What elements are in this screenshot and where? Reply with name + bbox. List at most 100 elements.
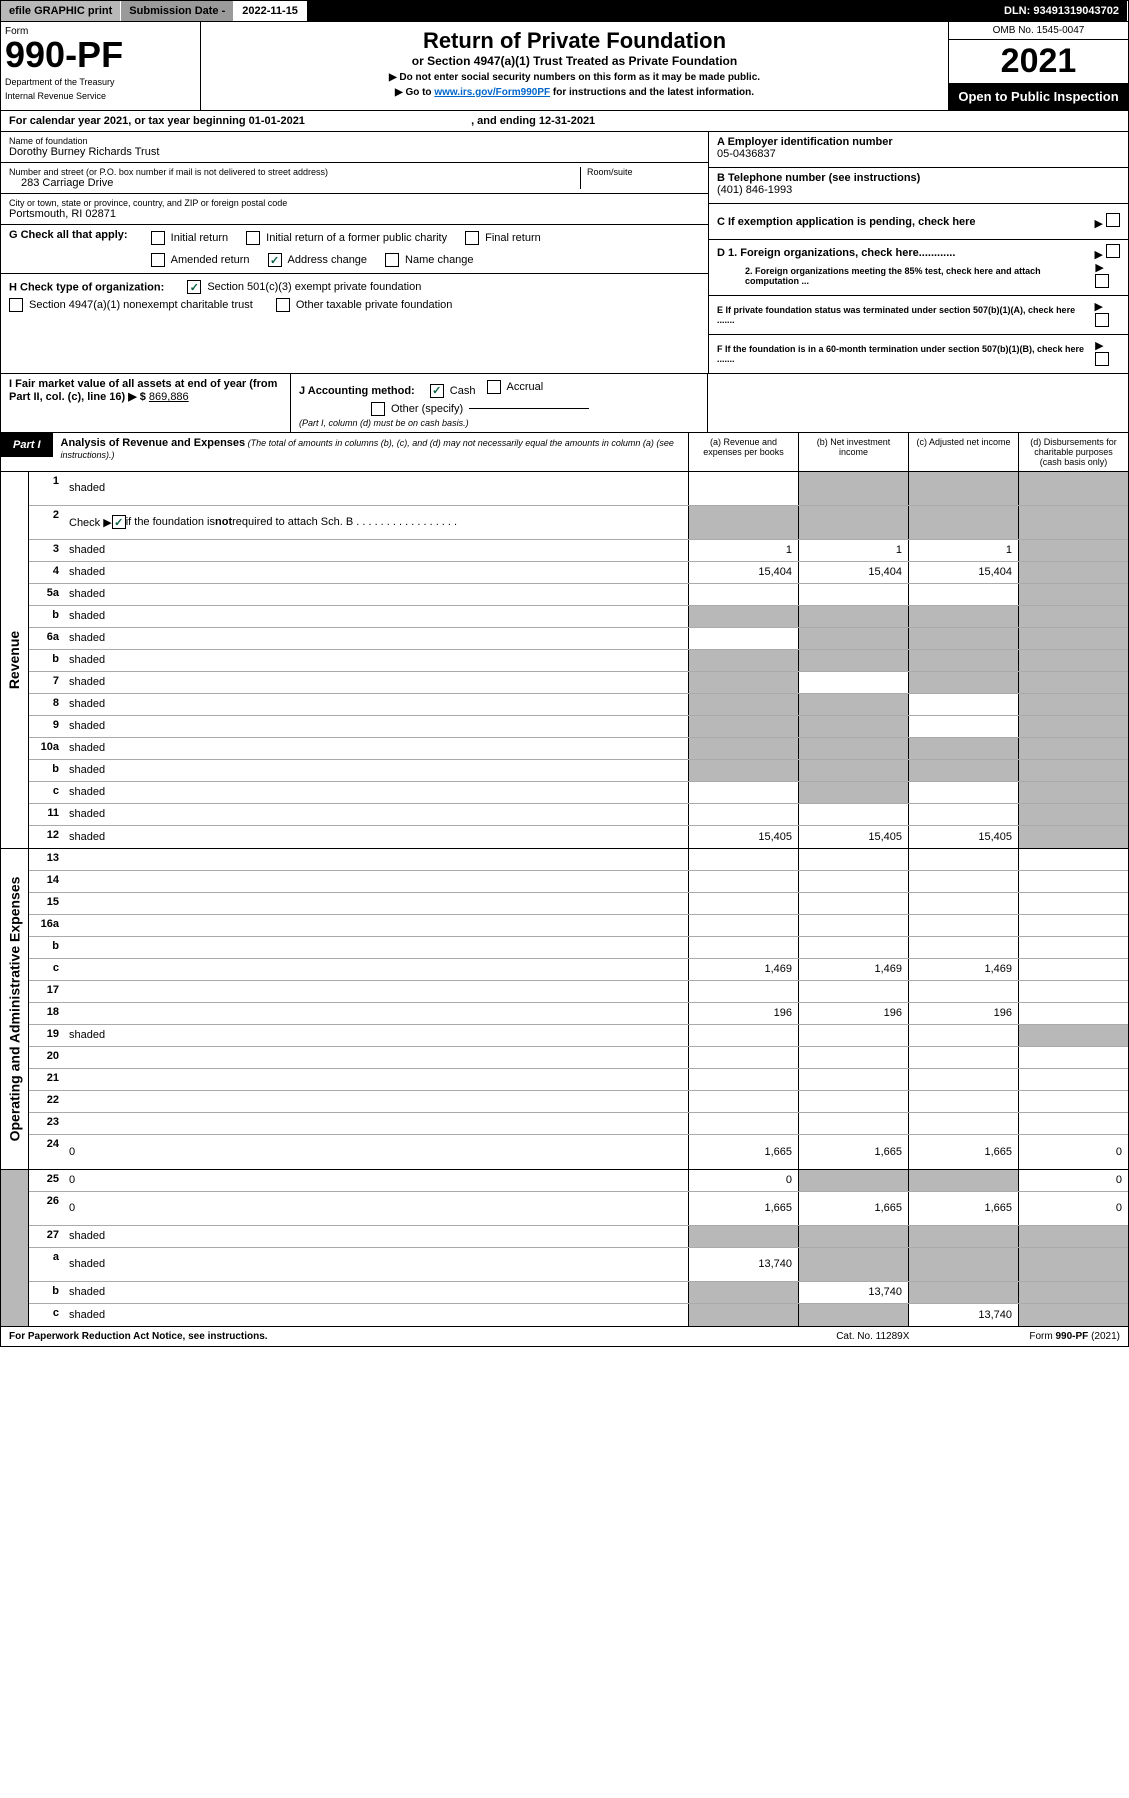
expenses-body: 13141516abc1,4691,4691,46917181961961961… [29,849,1128,1169]
cell-d [1018,1003,1128,1024]
cell-b [798,472,908,505]
cell-c [908,893,1018,914]
cell-d [1018,804,1128,825]
cb-accrual[interactable]: Accrual [487,378,544,396]
cell-c [908,1248,1018,1281]
cb-initial-return[interactable]: Initial return [151,229,228,247]
table-row: 3shaded111 [29,540,1128,562]
cb-other-method[interactable]: Other (specify) [371,400,699,418]
footer-form: Form 990-PF (2021) [1029,1331,1120,1342]
cb-501c3[interactable]: Section 501(c)(3) exempt private foundat… [187,278,421,296]
form-number: 990-PF [5,37,196,73]
row-description: 0 [65,1135,688,1169]
cb-4947a1[interactable]: Section 4947(a)(1) nonexempt charitable … [9,296,253,314]
table-row: bshaded13,740 [29,1282,1128,1304]
row-number: 8 [29,694,65,715]
row-description: shaded [65,606,688,627]
row-number: 11 [29,804,65,825]
cell-c [908,584,1018,605]
cell-b [798,606,908,627]
cb-address-change[interactable]: Address change [268,251,368,269]
row-description [65,1003,688,1024]
cell-a [688,650,798,671]
d2-check[interactable]: ▶ [1095,261,1120,291]
h-label: H Check type of organization: [9,282,164,294]
cell-a [688,893,798,914]
cell-d [1018,472,1128,505]
revenue-section: Revenue 1shaded2Check ▶ if the foundatio… [0,472,1129,849]
row-number: 2 [29,506,65,539]
cell-a: 13,740 [688,1248,798,1281]
cell-a [688,782,798,803]
cell-d [1018,1091,1128,1112]
table-row: 19shaded [29,1025,1128,1047]
cell-b [798,782,908,803]
g-opt-5: Name change [405,254,474,266]
cell-c [908,694,1018,715]
cell-c: 1,665 [908,1192,1018,1225]
cell-b [798,1170,908,1191]
table-row: 9shaded [29,716,1128,738]
part1-tag: Part I [1,433,53,457]
row-description: shaded [65,1282,688,1303]
cell-d [1018,738,1128,759]
part1-title-text: Analysis of Revenue and Expenses [61,437,246,449]
cell-c: 1,469 [908,959,1018,980]
g-opt-0: Initial return [171,232,228,244]
cb-amended-return[interactable]: Amended return [151,251,250,269]
g-opt-4: Address change [288,254,368,266]
form-link[interactable]: www.irs.gov/Form990PF [434,87,550,98]
cell-d: 0 [1018,1135,1128,1169]
cell-d [1018,915,1128,936]
table-row: 27shaded [29,1226,1128,1248]
row-number: b [29,760,65,781]
table-row: 12shaded15,40515,40515,405 [29,826,1128,848]
cell-b [798,650,908,671]
cell-d [1018,959,1128,980]
table-row: bshaded [29,650,1128,672]
fmv-value: 869,886 [149,391,189,403]
e-check[interactable]: ▶ [1095,300,1120,330]
cb-name-change[interactable]: Name change [385,251,474,269]
cell-d [1018,1069,1128,1090]
cell-c [908,760,1018,781]
goto-note: ▶ Go to www.irs.gov/Form990PF for instru… [207,87,942,98]
row-description [65,893,688,914]
city-state-zip: Portsmouth, RI 02871 [9,208,700,220]
c-check[interactable]: ▶ [1094,213,1120,230]
cell-c [908,506,1018,539]
entity-info: Name of foundation Dorothy Burney Richar… [0,132,1129,374]
cell-a [688,716,798,737]
j-opt-0: Cash [450,385,476,397]
header-right: OMB No. 1545-0047 2021 Open to Public In… [948,22,1128,110]
city-cell: City or town, state or province, country… [1,194,708,225]
row-number: 27 [29,1226,65,1247]
d1-check[interactable]: ▶ [1094,244,1120,261]
cb-cash[interactable]: Cash [430,382,476,400]
f-check[interactable]: ▶ [1095,339,1120,369]
table-row: 6ashaded [29,628,1128,650]
i-label: I Fair market value of all assets at end… [9,378,277,403]
row-description: shaded [65,672,688,693]
footer-form-num: 990-PF [1056,1331,1089,1342]
goto-post: for instructions and the latest informat… [550,87,754,98]
cell-c: 13,740 [908,1304,1018,1326]
table-row: 15 [29,893,1128,915]
cb-final-return[interactable]: Final return [465,229,541,247]
cell-c [908,472,1018,505]
cell-b [798,716,908,737]
row-description: 0 [65,1192,688,1225]
cb-other-taxable[interactable]: Other taxable private foundation [276,296,453,314]
ein-value: 05-0436837 [717,148,1120,160]
cell-a [688,804,798,825]
phone-cell: B Telephone number (see instructions) (4… [709,168,1128,204]
cal-begin: 01-01-2021 [249,115,305,127]
row-number: c [29,782,65,803]
cb-initial-former[interactable]: Initial return of a former public charit… [246,229,447,247]
expenses-label-text: Operating and Administrative Expenses [7,876,23,1141]
street-address: 283 Carriage Drive [9,177,580,189]
cell-d [1018,716,1128,737]
row-number: 6a [29,628,65,649]
cell-a [688,1091,798,1112]
schb-checkbox[interactable] [112,515,126,529]
